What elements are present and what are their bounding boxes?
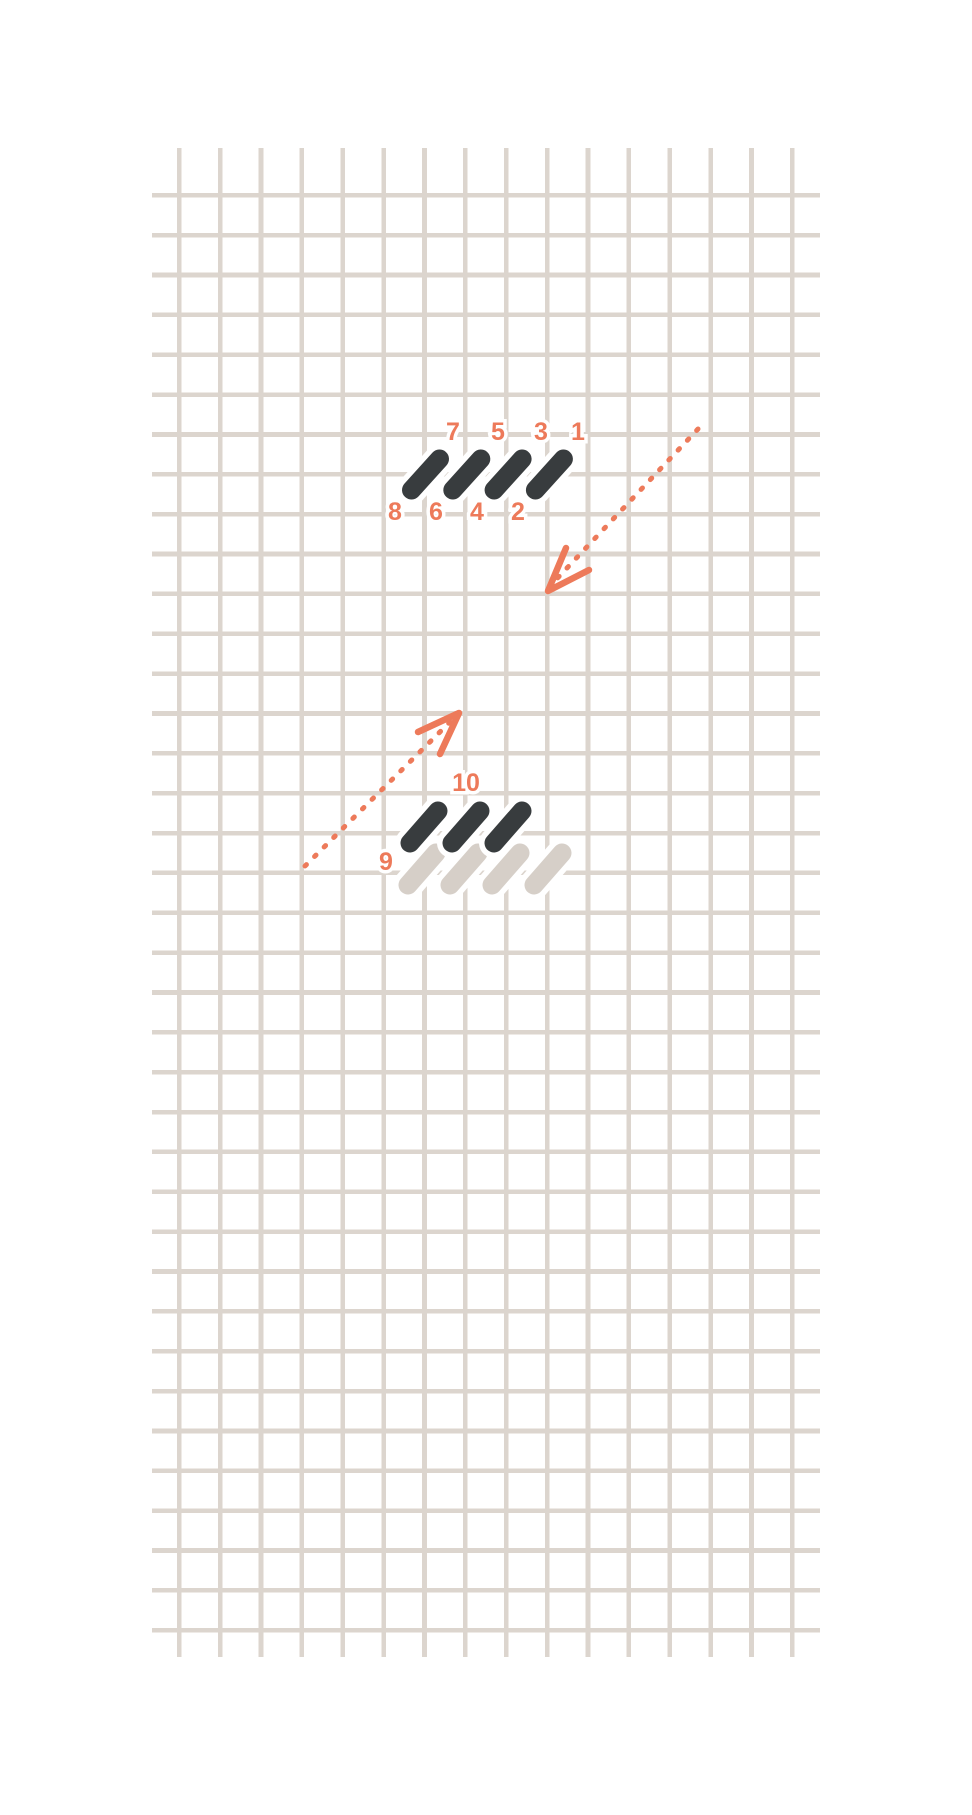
stitch-number-label: 7 bbox=[446, 418, 460, 446]
turn-arrow-down-left bbox=[544, 426, 701, 595]
dark-stitch-7-8 bbox=[402, 449, 449, 500]
dark-stitch bbox=[442, 801, 490, 853]
stitch-number-label: 2 bbox=[511, 498, 525, 526]
dark-stitch bbox=[484, 801, 532, 853]
stitch-number-label: 4 bbox=[470, 498, 484, 526]
work-direction-arrow-up-right bbox=[302, 709, 463, 869]
row2-light-stitches bbox=[393, 838, 577, 900]
dark-stitch-3-4 bbox=[484, 449, 532, 500]
dotted-thread-path bbox=[548, 426, 701, 588]
stitch-number-label: 8 bbox=[388, 498, 402, 526]
stitch-number-label: 10 bbox=[452, 769, 480, 797]
stitch-number-label: 5 bbox=[491, 418, 505, 446]
stitch-number-label: 6 bbox=[429, 498, 443, 526]
light-stitch bbox=[440, 843, 488, 895]
row2-number-labels: 10 9 bbox=[376, 766, 484, 880]
grid-horizontal-lines bbox=[152, 193, 820, 1633]
light-stitch bbox=[524, 843, 572, 895]
dark-stitch-1-2 bbox=[525, 449, 573, 500]
row1-dark-stitches bbox=[396, 444, 579, 505]
dark-stitch-9-10 bbox=[400, 801, 448, 853]
stitch-number-label: 3 bbox=[534, 418, 548, 446]
dark-stitch-5-6 bbox=[443, 449, 491, 500]
arrowhead-up-right-icon bbox=[414, 709, 463, 758]
row2-dark-stitches bbox=[395, 796, 537, 858]
light-stitch bbox=[482, 843, 530, 895]
stitch-number-label: 9 bbox=[379, 848, 393, 876]
stitch-number-label: 1 bbox=[571, 418, 585, 446]
arrowhead-down-left-icon bbox=[544, 544, 593, 595]
light-stitch bbox=[398, 843, 446, 895]
row1-number-labels: 7 5 3 1 8 6 4 2 bbox=[385, 415, 589, 530]
